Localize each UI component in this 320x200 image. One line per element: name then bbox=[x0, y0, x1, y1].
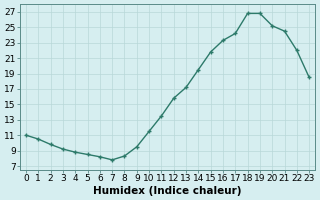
X-axis label: Humidex (Indice chaleur): Humidex (Indice chaleur) bbox=[93, 186, 242, 196]
